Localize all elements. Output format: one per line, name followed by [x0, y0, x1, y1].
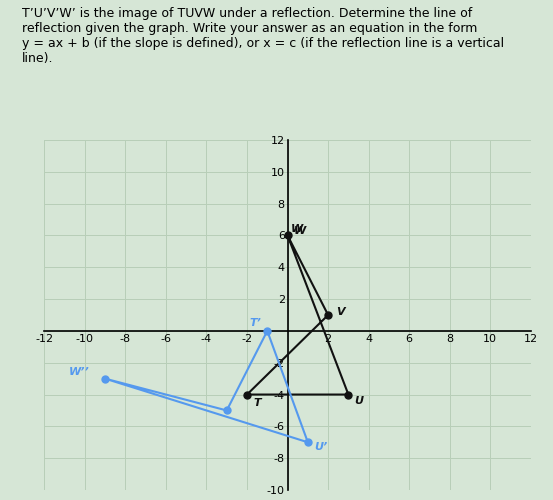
- Text: U: U: [354, 396, 363, 406]
- Text: W: W: [291, 224, 303, 234]
- Text: U’: U’: [314, 442, 327, 452]
- Text: V: V: [336, 307, 345, 317]
- Text: T’U’V’W’ is the image of TUVW under a reflection. Determine the line of
reflecti: T’U’V’W’ is the image of TUVW under a re…: [22, 7, 504, 65]
- Text: T: T: [253, 398, 260, 407]
- Text: T’: T’: [249, 318, 261, 328]
- Text: W: W: [294, 226, 306, 236]
- Text: W’’: W’’: [69, 368, 90, 378]
